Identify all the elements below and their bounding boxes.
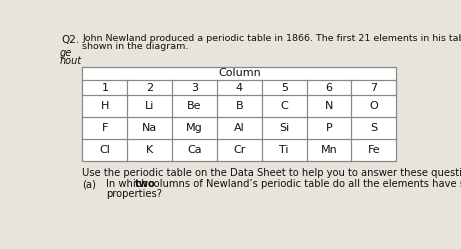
- Text: 6: 6: [325, 83, 332, 93]
- Text: O: O: [370, 101, 378, 111]
- Text: Cr: Cr: [233, 145, 246, 155]
- Text: 7: 7: [370, 83, 378, 93]
- Text: F: F: [102, 123, 108, 133]
- Text: Mn: Mn: [321, 145, 337, 155]
- Text: Ti: Ti: [279, 145, 289, 155]
- Text: John Newland produced a periodic table in 1866. The first 21 elements in his tab: John Newland produced a periodic table i…: [83, 34, 461, 43]
- Text: B: B: [236, 101, 243, 111]
- Text: (a): (a): [83, 179, 96, 189]
- Text: Cl: Cl: [100, 145, 110, 155]
- Text: Li: Li: [145, 101, 154, 111]
- Text: C: C: [280, 101, 288, 111]
- Text: H: H: [100, 101, 109, 111]
- Text: properties?: properties?: [106, 188, 162, 198]
- Text: columns of Newland’s periodic table do all the elements have similar: columns of Newland’s periodic table do a…: [145, 179, 461, 189]
- Text: ge: ge: [60, 48, 72, 58]
- Text: two: two: [135, 179, 155, 189]
- Text: Na: Na: [142, 123, 157, 133]
- Text: 5: 5: [281, 83, 288, 93]
- Text: 2: 2: [146, 83, 153, 93]
- Text: K: K: [146, 145, 154, 155]
- Text: 4: 4: [236, 83, 243, 93]
- Text: Q2.: Q2.: [61, 35, 80, 45]
- Text: Be: Be: [187, 101, 202, 111]
- Text: 1: 1: [101, 83, 108, 93]
- Text: Ca: Ca: [187, 145, 202, 155]
- Text: Si: Si: [279, 123, 290, 133]
- Text: N: N: [325, 101, 333, 111]
- Text: Mg: Mg: [186, 123, 203, 133]
- Text: Al: Al: [234, 123, 245, 133]
- Text: In which: In which: [106, 179, 150, 189]
- Text: shown in the diagram.: shown in the diagram.: [83, 42, 189, 51]
- Text: hout: hout: [59, 56, 81, 66]
- Text: Column: Column: [218, 68, 261, 78]
- Text: S: S: [370, 123, 378, 133]
- Text: P: P: [325, 123, 332, 133]
- Text: 3: 3: [191, 83, 198, 93]
- Text: Fe: Fe: [367, 145, 380, 155]
- Text: Use the periodic table on the Data Sheet to help you to answer these questions.: Use the periodic table on the Data Sheet…: [83, 169, 461, 179]
- Bar: [83, 67, 396, 161]
